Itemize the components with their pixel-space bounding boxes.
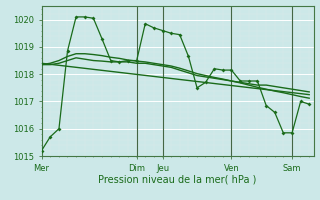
X-axis label: Pression niveau de la mer( hPa ): Pression niveau de la mer( hPa ) <box>99 174 257 184</box>
